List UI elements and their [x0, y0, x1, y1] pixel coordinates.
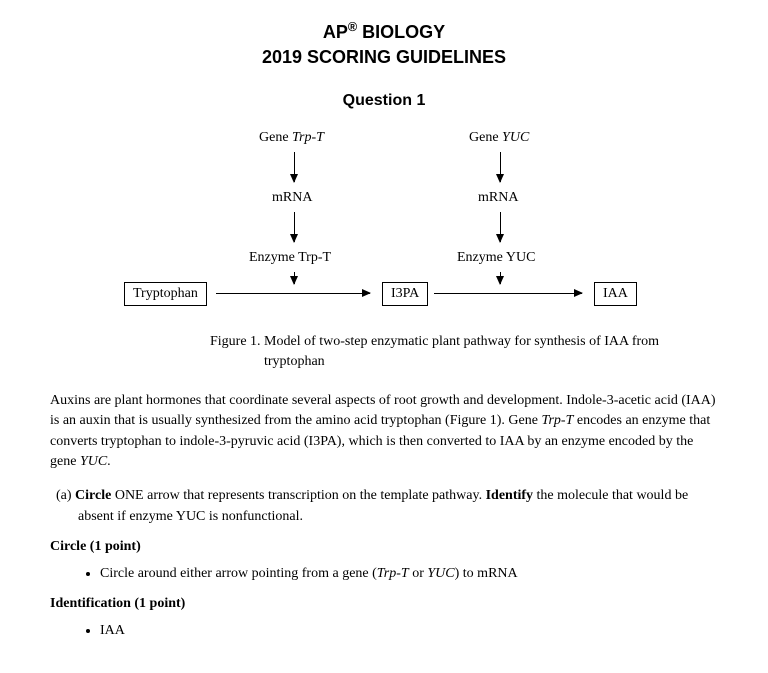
rubric-ident-list: IAA: [50, 620, 718, 641]
gene-trpt-label: Gene Trp-T: [259, 130, 324, 146]
title-sup: ®: [348, 20, 357, 34]
arrow-tryp-i3pa: [216, 293, 370, 294]
pathway-diagram: Gene Trp-T Gene YUC mRNA mRNA Enzyme Trp…: [124, 130, 644, 320]
tryptophan-box: Tryptophan: [124, 282, 207, 306]
mrna2-label: mRNA: [478, 190, 518, 206]
arrow-mrna2-enz: [500, 212, 501, 242]
rubric-ident-bullet: IAA: [100, 620, 718, 641]
intro-paragraph: Auxins are plant hormones that coordinat…: [50, 391, 718, 472]
mrna1-label: mRNA: [272, 190, 312, 206]
arrow-gene2-mrna: [500, 152, 501, 182]
doc-title-line1: AP® BIOLOGY: [50, 20, 718, 43]
arrow-gene1-mrna: [294, 152, 295, 182]
rubric-circle-list: Circle around either arrow pointing from…: [50, 563, 718, 584]
enzyme1-label: Enzyme Trp-T: [249, 250, 331, 266]
arrow-i3pa-iaa: [434, 293, 582, 294]
iaa-box: IAA: [594, 282, 637, 306]
gene-yuc-label: Gene YUC: [469, 130, 529, 146]
title-pre: AP: [323, 22, 348, 42]
arrow-mrna1-enz: [294, 212, 295, 242]
rubric-circle-heading: Circle (1 point): [50, 539, 718, 555]
part-a-prompt: (a) Circle ONE arrow that represents tra…: [50, 486, 718, 527]
rubric-circle-bullet: Circle around either arrow pointing from…: [100, 563, 718, 584]
arrow-enz1-down: [294, 272, 295, 284]
doc-title-line2: 2019 SCORING GUIDELINES: [50, 47, 718, 68]
rubric-ident-heading: Identification (1 point): [50, 596, 718, 612]
enzyme2-label: Enzyme YUC: [457, 250, 535, 266]
title-post: BIOLOGY: [357, 22, 445, 42]
i3pa-box: I3PA: [382, 282, 428, 306]
arrow-enz2-down: [500, 272, 501, 284]
question-number: Question 1: [50, 92, 718, 110]
figure-caption: Figure 1. Model of two-step enzymatic pl…: [234, 332, 704, 371]
